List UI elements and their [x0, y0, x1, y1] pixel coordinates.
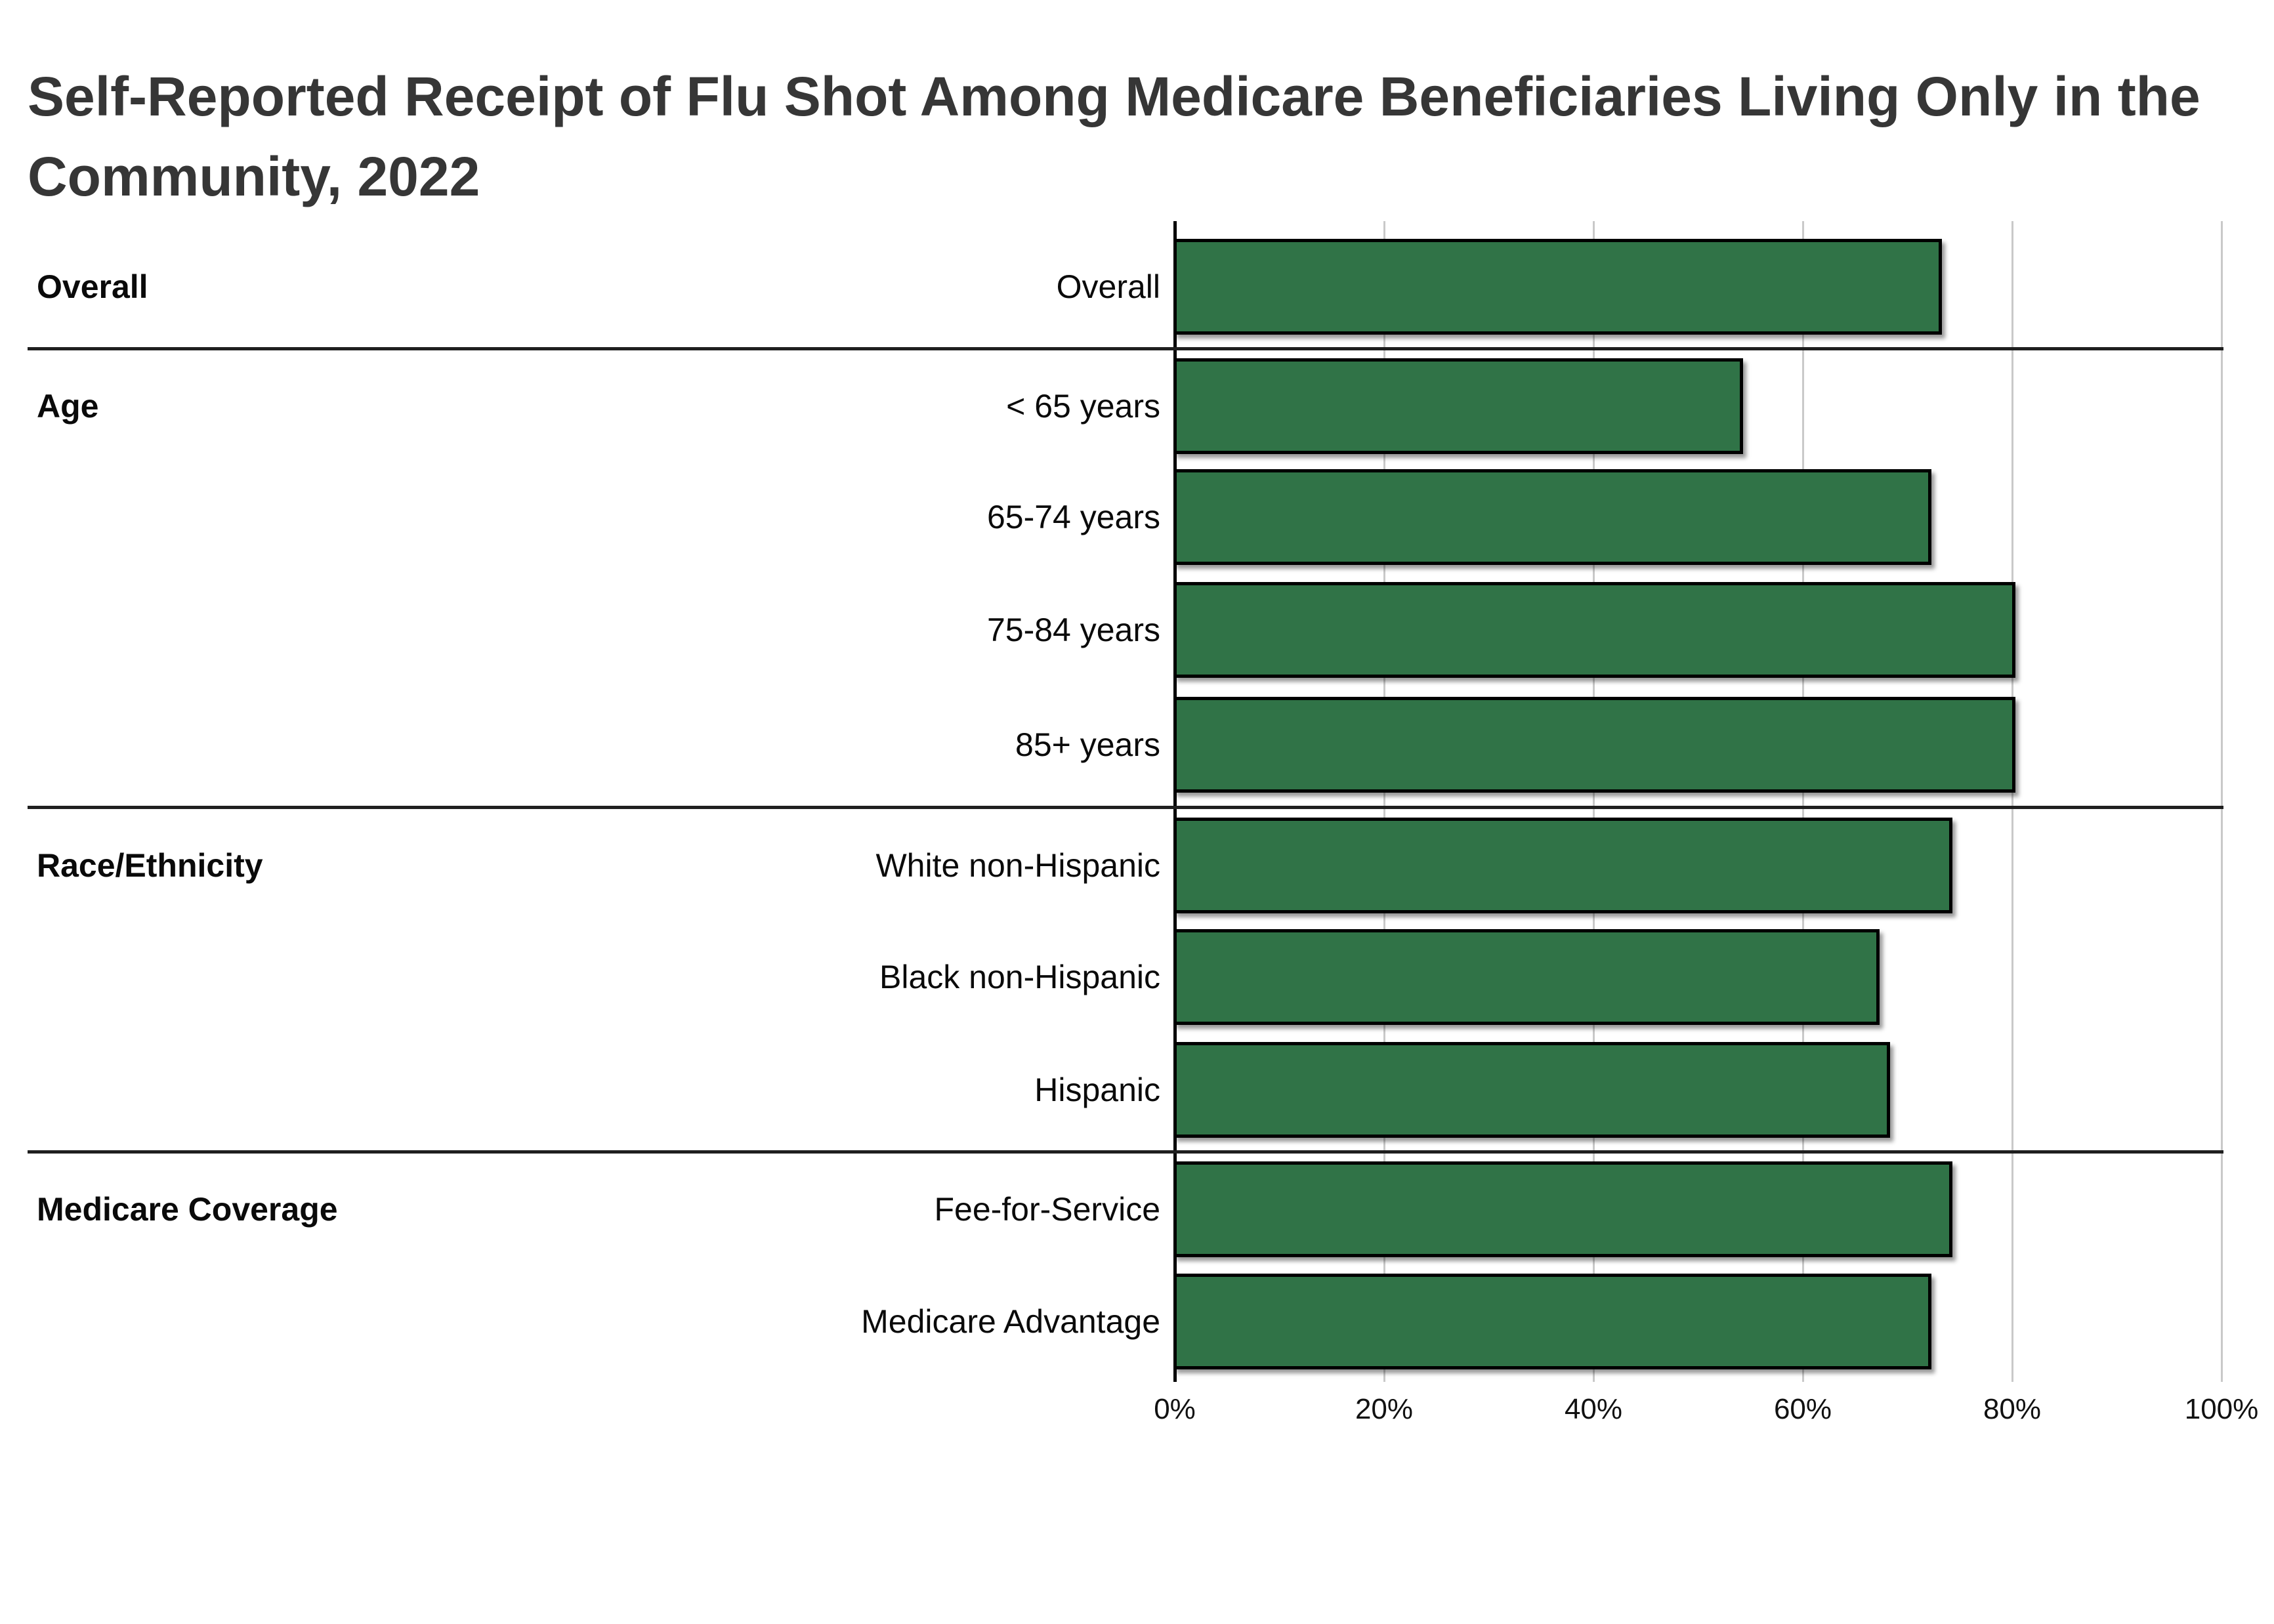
bar — [1173, 1161, 1952, 1257]
category-label: 65-74 years — [986, 499, 1160, 535]
group-label: Age — [37, 388, 99, 425]
bar — [1173, 929, 1880, 1025]
gridline — [1802, 221, 1804, 1382]
category-label: Overall — [1056, 268, 1160, 305]
gridline — [1383, 221, 1385, 1382]
chart-title: Self-Reported Receipt of Flu Shot Among … — [28, 66, 2200, 208]
x-tick-label: 60% — [1773, 1393, 1832, 1425]
group-label: Race/Ethnicity — [37, 847, 263, 884]
x-tick-label: 20% — [1355, 1393, 1414, 1425]
bar — [1173, 697, 2015, 793]
group-separator — [28, 347, 2223, 350]
bar — [1173, 582, 2015, 678]
gridline — [1593, 221, 1595, 1382]
bar — [1173, 469, 1931, 565]
category-label: 75-84 years — [986, 612, 1160, 648]
bar — [1173, 1274, 1931, 1369]
x-tick-label: 40% — [1564, 1393, 1623, 1425]
category-label: Fee-for-Service — [934, 1191, 1160, 1228]
category-label: White non-Hispanic — [875, 847, 1160, 884]
bar-chart-plot-area: 0% 20% 40% 60% 80% 100% Overall Overall Age < 65 … — [0, 221, 2274, 1468]
bar — [1173, 358, 1743, 454]
bar — [1173, 818, 1952, 913]
category-label: 85+ years — [1015, 726, 1160, 763]
gridline — [2221, 221, 2223, 1382]
group-label: Overall — [37, 268, 148, 305]
bar — [1173, 1042, 1890, 1138]
group-separator — [28, 1150, 2223, 1154]
category-label: < 65 years — [1006, 388, 1160, 425]
category-label: Hispanic — [1034, 1072, 1160, 1108]
y-axis-line — [1173, 221, 1177, 1382]
category-label: Black non-Hispanic — [879, 959, 1160, 995]
gridline — [2011, 221, 2013, 1382]
x-tick-label: 80% — [1983, 1393, 2042, 1425]
x-tick-label: 100% — [2184, 1393, 2259, 1425]
group-label: Medicare Coverage — [37, 1191, 338, 1228]
x-tick-label: 0% — [1154, 1393, 1196, 1425]
group-separator — [28, 806, 2223, 809]
category-label: Medicare Advantage — [861, 1303, 1160, 1340]
bar — [1173, 239, 1942, 335]
